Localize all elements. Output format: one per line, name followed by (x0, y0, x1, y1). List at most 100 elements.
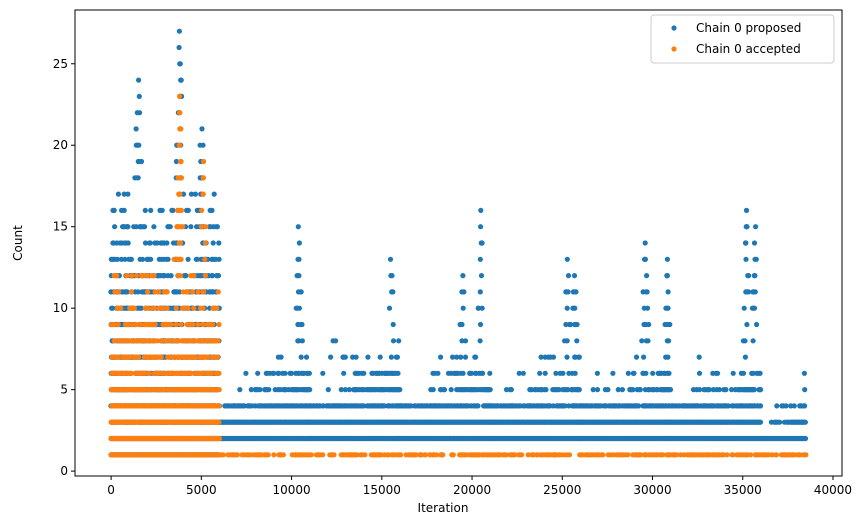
proposed-point (377, 354, 383, 360)
proposed-point (388, 273, 394, 279)
proposed-point (477, 321, 484, 328)
proposed-point (706, 387, 712, 393)
accepted-point (320, 452, 326, 458)
accepted-point (216, 435, 222, 442)
proposed-point (641, 321, 647, 328)
proposed-point (802, 435, 809, 442)
accepted-point (188, 370, 194, 376)
proposed-point (394, 354, 400, 360)
proposed-point (138, 158, 144, 165)
proposed-point (115, 191, 121, 197)
proposed-point (476, 305, 482, 311)
proposed-point (111, 207, 117, 213)
proposed-point (742, 338, 748, 344)
x-tick-label: 25000 (543, 483, 581, 497)
proposed-point (754, 321, 760, 328)
proposed-point (165, 256, 171, 262)
accepted-point (191, 305, 197, 311)
proposed-point (296, 273, 302, 279)
proposed-point (753, 224, 759, 230)
y-tick-label: 5 (60, 383, 68, 397)
proposed-point (697, 387, 703, 393)
proposed-point (389, 289, 395, 295)
accepted-point (215, 338, 221, 344)
proposed-point (243, 370, 249, 376)
x-tick-label: 10000 (272, 483, 310, 497)
proposed-point (365, 354, 371, 360)
proposed-point (133, 126, 139, 132)
accepted-point (220, 452, 226, 458)
accepted-point (156, 289, 162, 295)
proposed-point (751, 240, 758, 246)
proposed-point (725, 403, 732, 409)
accepted-point (191, 273, 197, 279)
accepted-point (152, 321, 158, 328)
proposed-point (183, 273, 189, 279)
proposed-point (478, 224, 484, 230)
accepted-point (189, 289, 196, 295)
proposed-point (135, 142, 141, 148)
proposed-point (742, 354, 749, 360)
accepted-point (202, 273, 208, 279)
proposed-point (619, 387, 626, 393)
accepted-point (160, 305, 166, 311)
proposed-point (751, 387, 757, 393)
accepted-point (145, 289, 151, 295)
accepted-point (398, 452, 404, 458)
accepted-point (803, 452, 809, 458)
proposed-point (178, 77, 184, 83)
proposed-point (633, 354, 640, 360)
proposed-point (454, 354, 460, 360)
proposed-point (666, 370, 672, 376)
accepted-point (331, 452, 337, 458)
proposed-point (140, 256, 146, 262)
proposed-point (625, 370, 631, 376)
proposed-point (288, 370, 295, 376)
proposed-point (777, 419, 783, 425)
proposed-point (757, 370, 763, 376)
proposed-point (133, 175, 140, 181)
proposed-point (572, 370, 578, 376)
accepted-point (177, 126, 183, 132)
proposed-point (643, 338, 650, 344)
accepted-point (216, 321, 222, 328)
accepted-point (202, 256, 208, 262)
accepted-point (141, 273, 147, 279)
accepted-point (133, 273, 140, 279)
proposed-point (537, 370, 543, 376)
proposed-point (745, 273, 751, 279)
accepted-point (152, 289, 158, 295)
proposed-point (164, 240, 170, 246)
accepted-point (184, 289, 191, 295)
proposed-point (576, 354, 582, 360)
proposed-point (566, 403, 572, 409)
proposed-point (295, 289, 302, 295)
proposed-point (460, 273, 466, 279)
accepted-point (512, 452, 518, 458)
proposed-point (192, 191, 198, 197)
accepted-point (144, 273, 150, 279)
proposed-point (480, 370, 486, 376)
proposed-point (610, 370, 616, 376)
proposed-point (573, 289, 579, 295)
proposed-point (148, 256, 154, 262)
proposed-point (435, 370, 441, 376)
proposed-point (136, 93, 142, 99)
accepted-point (450, 452, 456, 458)
proposed-point (630, 387, 636, 393)
proposed-point (479, 305, 485, 311)
accepted-point (308, 452, 314, 458)
accepted-point (175, 256, 181, 262)
accepted-point (201, 289, 207, 295)
proposed-point (637, 387, 643, 393)
proposed-point (248, 387, 254, 393)
accepted-point (180, 289, 186, 295)
proposed-point (644, 273, 650, 279)
proposed-point (114, 256, 120, 262)
accepted-point (413, 452, 419, 458)
proposed-point (124, 289, 130, 295)
accepted-point (177, 273, 183, 279)
proposed-point (298, 321, 304, 328)
proposed-point (477, 256, 483, 262)
proposed-point (752, 256, 758, 262)
